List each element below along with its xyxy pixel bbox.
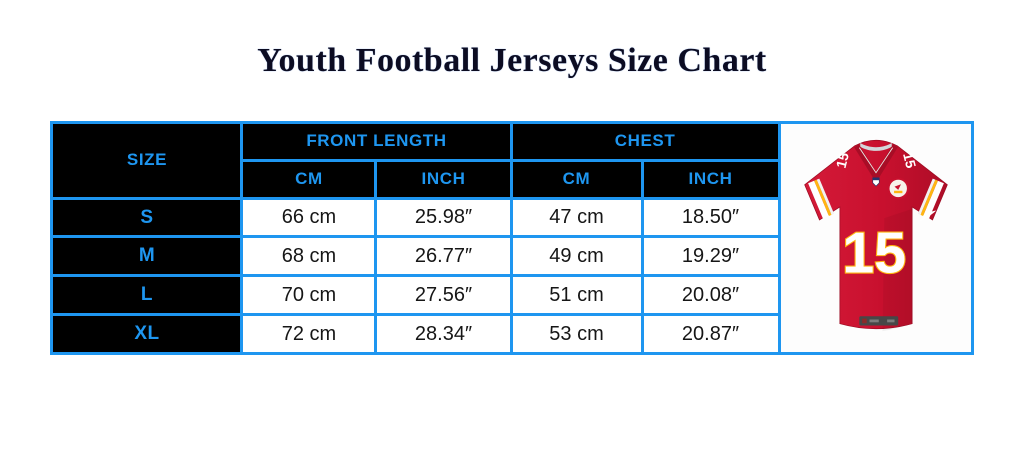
size-chart-table: SIZE FRONT LENGTH CHEST (50, 121, 974, 355)
jersey-shoulder-number-right: 15 (900, 151, 919, 170)
front-inch-value: 28.34″ (374, 313, 513, 355)
header-front-length: FRONT LENGTH (240, 121, 513, 162)
chest-inch-value: 20.87″ (640, 313, 781, 355)
header-row-units: CM INCH CM INCH (52, 158, 972, 200)
header-chest: CHEST (509, 121, 781, 162)
header-front-cm: CM (240, 158, 378, 200)
chest-cm-value: 47 cm (509, 196, 644, 239)
table-row: XL 72 cm 28.34″ 53 cm 20.87″ (50, 313, 972, 355)
header-row-groups: SIZE FRONT LENGTH CHEST (50, 121, 974, 355)
chest-cm-value: 53 cm (509, 313, 644, 355)
chest-inch-value: 19.29″ (640, 235, 781, 278)
table-row: M 68 cm 26.77″ 49 cm 19.29″ (50, 235, 972, 278)
table-row: S 66 cm 25.98″ 47 cm 18.50″ (50, 196, 972, 239)
chest-inch-value: 18.50″ (640, 196, 781, 239)
jersey-illustration: 15 15 15 (803, 139, 948, 332)
front-inch-value: 27.56″ (374, 274, 513, 317)
front-inch-value: 26.77″ (374, 235, 513, 278)
size-label: XL (50, 313, 244, 355)
jersey-shoulder-number-left: 15 (832, 151, 851, 170)
header-size: SIZE (50, 121, 244, 200)
front-cm-value: 70 cm (240, 274, 378, 317)
table-row: L 70 cm 27.56″ 51 cm 20.08″ (50, 274, 972, 317)
jersey-chest-number: 15 (842, 222, 906, 286)
chest-inch-value: 20.08″ (640, 274, 781, 317)
size-label: S (50, 196, 244, 239)
jersey-photo: 15 15 15 (781, 124, 971, 352)
chest-cm-value: 49 cm (509, 235, 644, 278)
chest-cm-value: 51 cm (509, 274, 644, 317)
front-cm-value: 68 cm (240, 235, 378, 278)
front-cm-value: 72 cm (240, 313, 378, 355)
header-front-inch: INCH (374, 158, 513, 200)
front-inch-value: 25.98″ (374, 196, 513, 239)
jersey-photo-cell: 15 15 15 (777, 121, 974, 355)
swoosh-icon (919, 210, 936, 221)
size-label: M (50, 235, 244, 278)
header-chest-inch: INCH (640, 158, 781, 200)
header-chest-cm: CM (509, 158, 644, 200)
front-cm-value: 66 cm (240, 196, 378, 239)
page-title: Youth Football Jerseys Size Chart (257, 42, 767, 79)
size-label: L (50, 274, 244, 317)
